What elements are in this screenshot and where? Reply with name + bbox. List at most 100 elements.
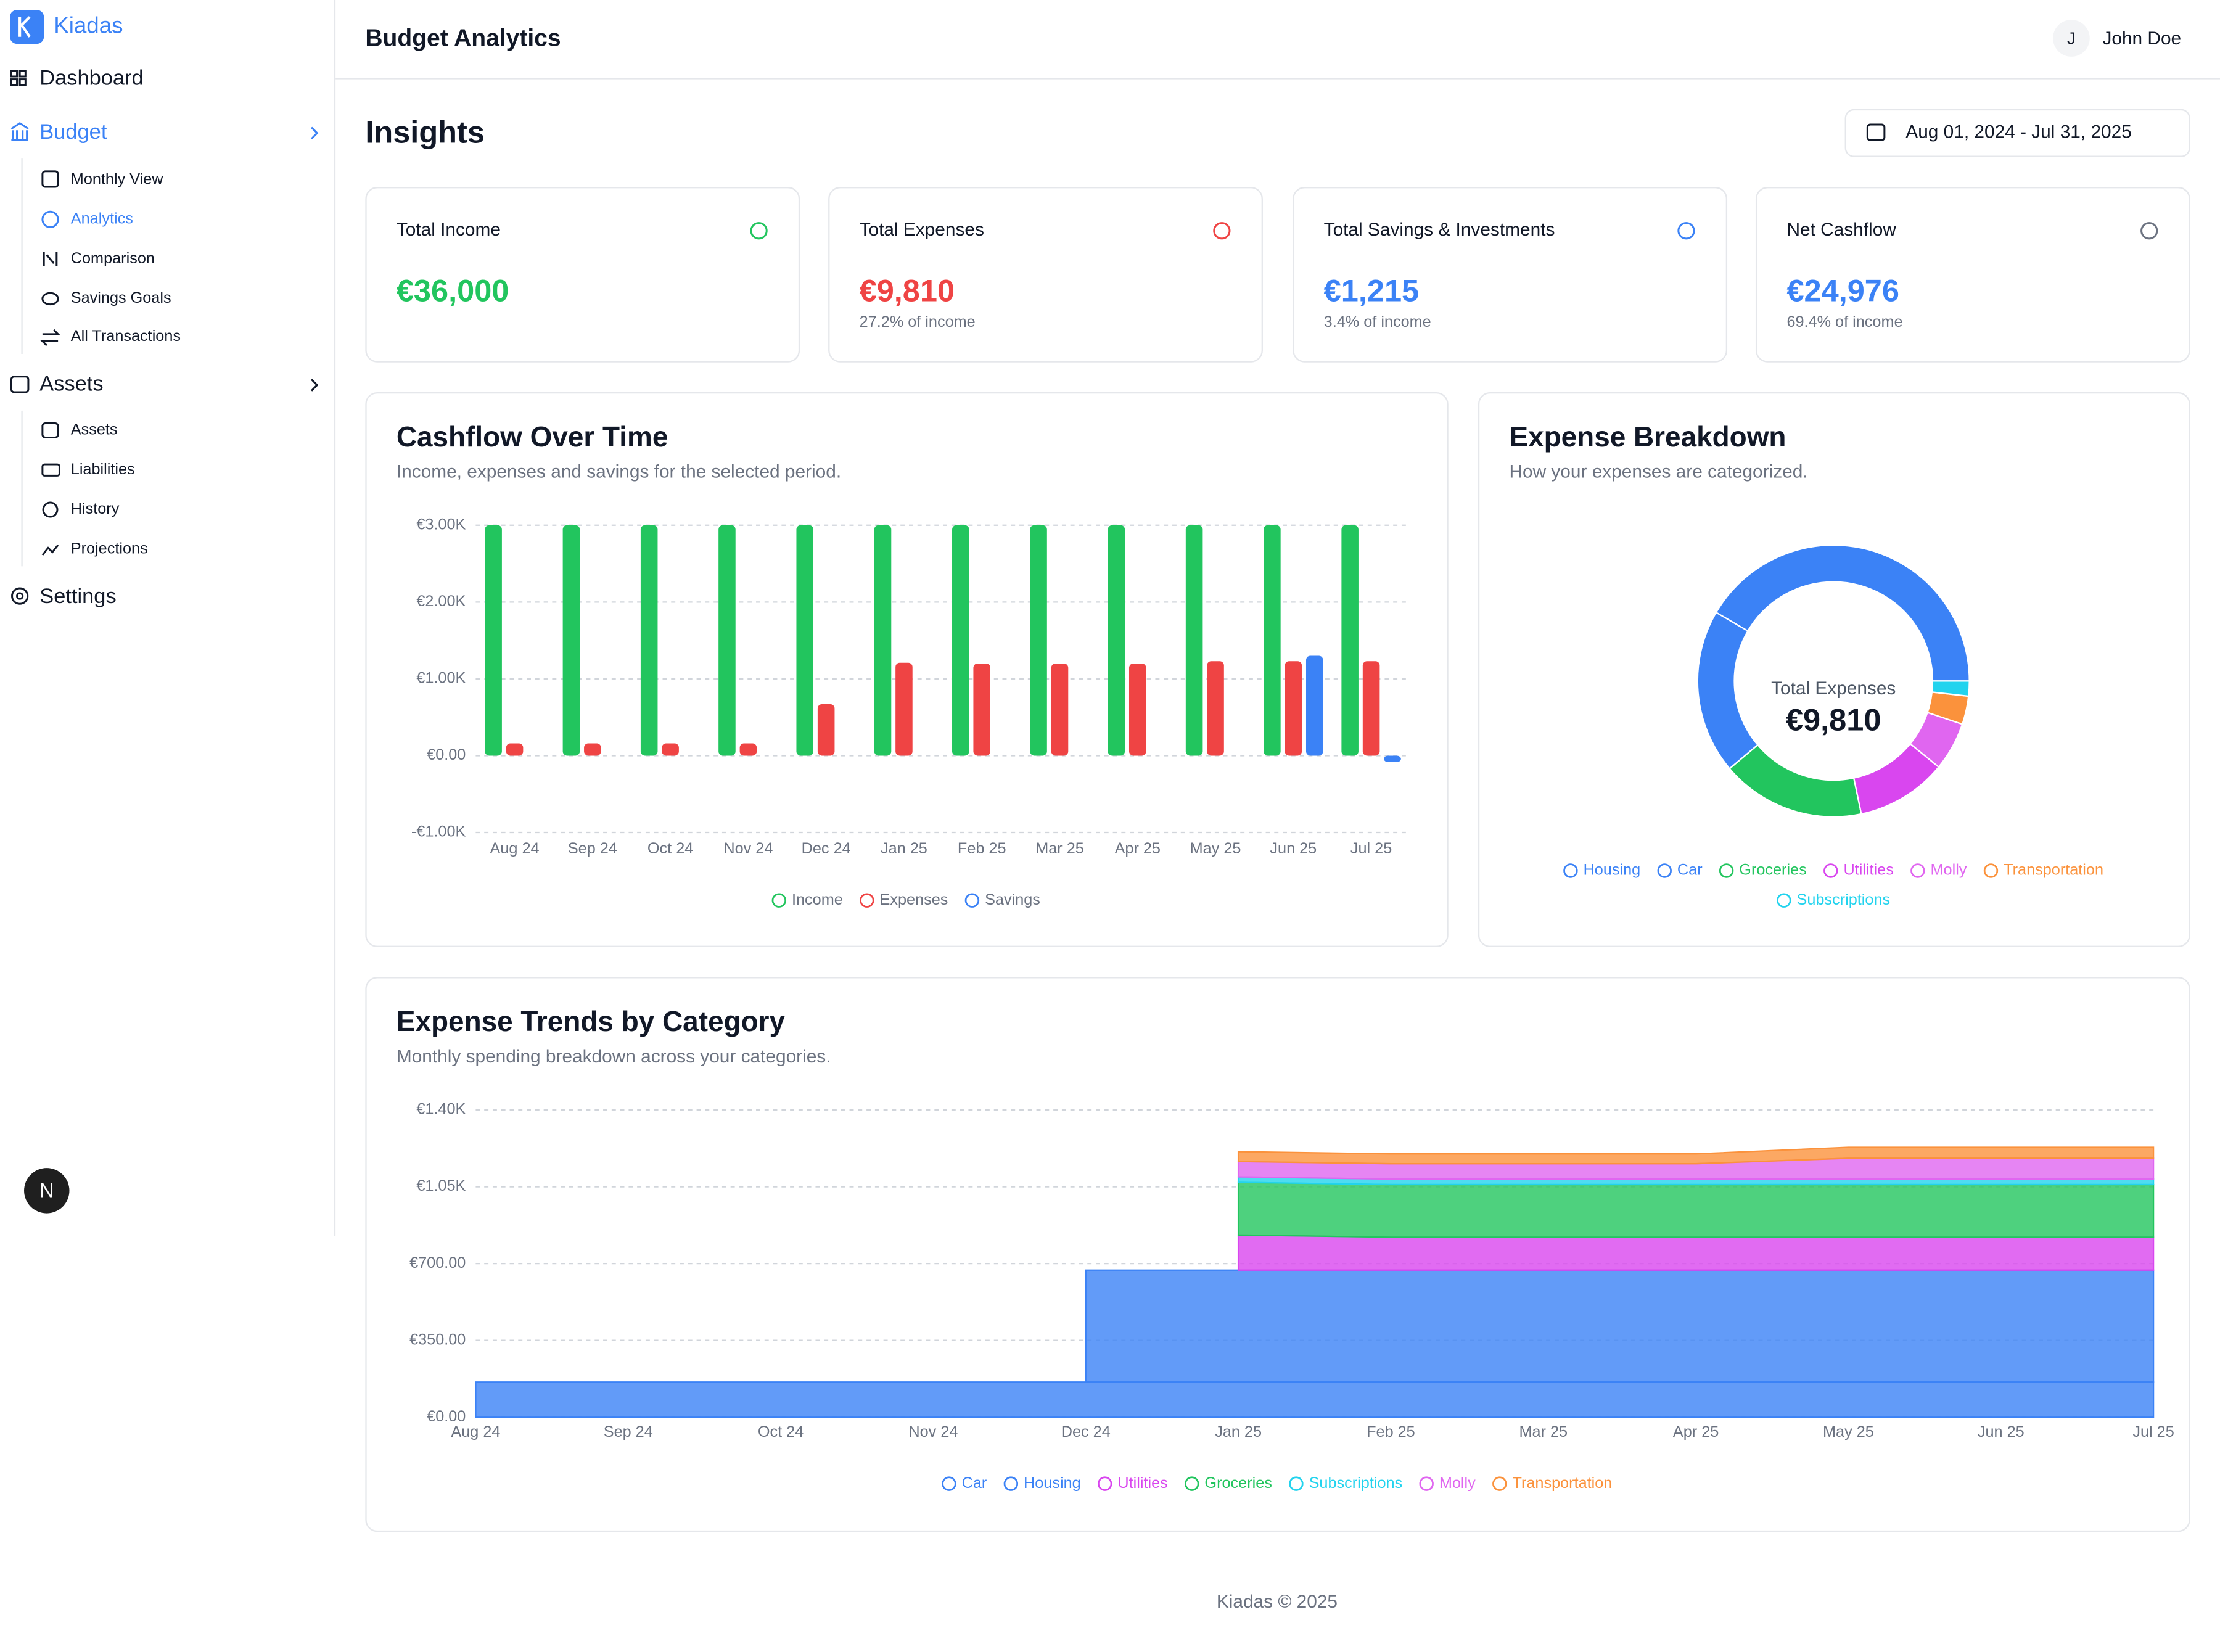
bar xyxy=(1362,661,1380,756)
legend-label: Subscriptions xyxy=(1309,1474,1403,1492)
x-tick-label: Aug 24 xyxy=(490,840,540,857)
date-picker[interactable] xyxy=(1844,109,2190,157)
kpi-icon xyxy=(2140,222,2158,240)
legend-label: Housing xyxy=(1024,1474,1081,1492)
icon xyxy=(42,501,59,518)
avatar[interactable] xyxy=(2053,20,2090,57)
area xyxy=(475,1381,2155,1418)
legend-icon xyxy=(1910,863,1925,878)
chevron[interactable] xyxy=(311,379,319,392)
x-tick-label: Apr 25 xyxy=(1115,840,1161,857)
chart-title: Expense Trends by Category xyxy=(397,1005,786,1037)
legend-label: Utilities xyxy=(1843,861,1893,879)
nav-item[interactable]: Dashboard xyxy=(39,67,143,90)
y-tick-label: €1.05K xyxy=(416,1177,466,1194)
icon xyxy=(41,170,59,188)
kpi-note: 3.4% of income xyxy=(1324,313,1431,331)
x-tick-label: Sep 24 xyxy=(568,840,617,857)
bar xyxy=(796,525,814,756)
chart-title: Cashflow Over Time xyxy=(397,421,668,453)
legend-item: Groceries xyxy=(1185,1474,1272,1492)
bar xyxy=(1030,525,1047,756)
logo[interactable] xyxy=(10,10,44,44)
legend-icon xyxy=(1823,863,1838,878)
legend-label: Subscriptions xyxy=(1796,891,1890,908)
bar xyxy=(584,743,601,756)
legend-label: Housing xyxy=(1584,861,1641,879)
icon xyxy=(41,463,60,477)
dev-badge[interactable] xyxy=(24,1168,70,1214)
chart-subtitle: Income, expenses and savings for the sel… xyxy=(397,462,841,482)
x-tick-label: Dec 24 xyxy=(1061,1423,1111,1440)
y-tick-label: €0.00 xyxy=(427,1408,466,1425)
nav-subitem[interactable]: Projections xyxy=(71,540,148,557)
brand[interactable]: Kiadas xyxy=(54,12,123,38)
legend-item: Groceries xyxy=(1719,861,1807,879)
nav-item[interactable]: Settings xyxy=(39,585,116,608)
legend-icon xyxy=(771,893,787,908)
legend-icon xyxy=(1003,1476,1019,1491)
legend-item: Subscriptions xyxy=(1777,891,1890,908)
legend-label: Car xyxy=(962,1474,987,1492)
icon xyxy=(10,121,29,141)
kpi-label: Total Savings & Investments xyxy=(1324,220,1555,240)
legend-item: Income xyxy=(771,891,843,908)
y-tick-label: €700.00 xyxy=(409,1254,466,1272)
kpi-note: 27.2% of income xyxy=(860,313,976,331)
x-tick-label: Jun 25 xyxy=(1978,1423,2025,1440)
area xyxy=(1085,1269,2155,1383)
chart-title: Expense Breakdown xyxy=(1509,421,1786,453)
bar xyxy=(1128,663,1146,756)
donut-center-value: €9,810 xyxy=(1786,702,1881,737)
nav-subitem[interactable]: Liabilities xyxy=(71,461,135,478)
page-title: Insights xyxy=(365,114,485,149)
donut-slice xyxy=(1931,680,1970,697)
nav-subitem[interactable]: All Transactions xyxy=(71,327,181,345)
kpi-icon xyxy=(750,222,768,240)
nav-subitem[interactable]: History xyxy=(71,500,120,517)
icon xyxy=(18,70,27,78)
kpi-card xyxy=(1293,187,1728,363)
bar xyxy=(817,704,835,756)
kpi-icon xyxy=(1213,222,1231,240)
logo-mark xyxy=(18,16,31,38)
chart-subtitle: How your expenses are categorized. xyxy=(1509,462,1807,482)
icon xyxy=(40,329,60,347)
bar xyxy=(1185,525,1203,756)
nav-item[interactable]: Budget xyxy=(39,120,107,144)
nav-subitem[interactable]: Comparison xyxy=(71,250,155,267)
nav-item[interactable]: Assets xyxy=(39,372,103,396)
icon xyxy=(41,422,59,438)
icon xyxy=(41,292,59,306)
bar xyxy=(485,525,502,756)
bar xyxy=(1305,655,1323,756)
y-tick-label: €2.00K xyxy=(416,593,466,610)
nav-subitem[interactable]: Analytics xyxy=(71,210,133,228)
area xyxy=(1237,1146,2155,1165)
x-tick-label: Nov 24 xyxy=(908,1423,958,1440)
chevron[interactable] xyxy=(311,126,319,140)
bar xyxy=(1285,661,1302,756)
y-tick-label: €1.40K xyxy=(416,1101,466,1118)
kpi-value: €9,810 xyxy=(860,273,955,308)
x-tick-label: Jun 25 xyxy=(1270,840,1317,857)
nav-subitem[interactable]: Savings Goals xyxy=(71,289,171,306)
nav-subitem[interactable]: Assets xyxy=(71,421,118,438)
icon xyxy=(10,78,18,86)
chart-subtitle: Monthly spending breakdown across your c… xyxy=(397,1046,831,1067)
bar xyxy=(1108,525,1125,756)
legend-icon xyxy=(1185,1476,1199,1491)
legend-icon xyxy=(1492,1476,1507,1491)
legend-label: Income xyxy=(792,891,843,908)
legend-label: Utilities xyxy=(1117,1474,1167,1492)
avatar-initial: J xyxy=(2067,29,2076,48)
legend-label: Savings xyxy=(985,891,1040,908)
nav-subitem[interactable]: Monthly View xyxy=(71,170,163,187)
user-name[interactable]: John Doe xyxy=(2102,28,2181,49)
legend-icon xyxy=(1097,1476,1112,1491)
legend-item: Housing xyxy=(1563,861,1641,879)
legend-label: Car xyxy=(1677,861,1703,879)
date-range[interactable]: Aug 01, 2024 - Jul 31, 2025 xyxy=(1906,122,2132,142)
